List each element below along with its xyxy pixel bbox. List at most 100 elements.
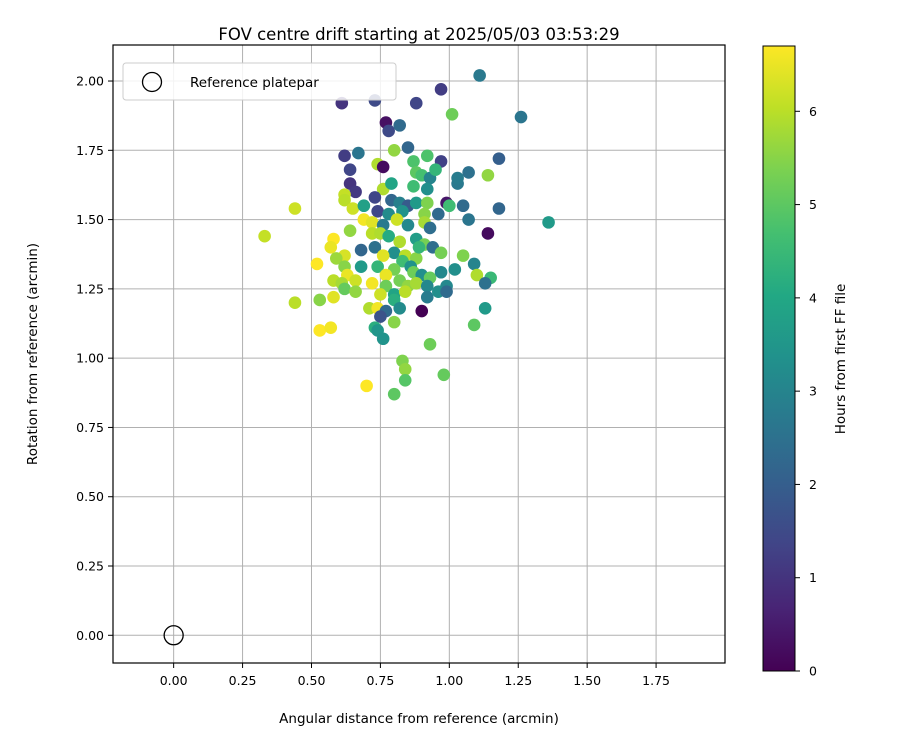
data-point bbox=[401, 218, 415, 232]
y-tick-label: 0.50 bbox=[76, 489, 104, 504]
data-point bbox=[481, 227, 495, 240]
y-tick-label: 1.50 bbox=[76, 212, 104, 227]
colorbar-ticks: 0 1 2 3 4 5 6 bbox=[795, 104, 817, 679]
data-point bbox=[478, 301, 492, 315]
data-point bbox=[357, 199, 371, 213]
data-point bbox=[352, 146, 365, 160]
colorbar-tick-label: 6 bbox=[809, 104, 817, 119]
data-point bbox=[393, 235, 407, 249]
data-point bbox=[434, 246, 448, 260]
x-tick-label: 1.25 bbox=[504, 673, 532, 688]
data-point bbox=[349, 285, 362, 298]
x-tick-label: 1.00 bbox=[435, 673, 463, 688]
data-point bbox=[349, 185, 362, 199]
data-point bbox=[310, 257, 324, 271]
x-tick-label: 0.75 bbox=[366, 673, 394, 688]
data-point bbox=[456, 199, 470, 213]
data-point bbox=[467, 318, 481, 332]
data-point bbox=[327, 290, 340, 304]
y-axis-ticks: 0.00 0.25 0.50 0.75 1.00 1.25 1.50 1.75 2.00 bbox=[76, 74, 113, 643]
data-point bbox=[393, 301, 407, 315]
data-point bbox=[398, 285, 412, 298]
legend: Reference platepar bbox=[122, 62, 397, 101]
x-axis-ticks: 0.00 0.25 0.50 0.75 1.00 1.25 1.50 1.75 bbox=[160, 663, 670, 688]
y-tick-label: 0.00 bbox=[76, 628, 104, 643]
data-point bbox=[376, 249, 390, 262]
grid-lines bbox=[113, 45, 725, 663]
colorbar-tick-label: 3 bbox=[809, 384, 817, 399]
data-point bbox=[393, 119, 407, 132]
data-point bbox=[407, 155, 420, 168]
y-tick-label: 1.75 bbox=[76, 143, 104, 158]
x-axis-label: Angular distance from reference (arcmin) bbox=[279, 711, 559, 727]
data-point bbox=[338, 282, 351, 296]
data-point bbox=[324, 241, 338, 254]
x-tick-label: 0.25 bbox=[229, 673, 257, 688]
data-point bbox=[423, 221, 437, 235]
colorbar-tick-label: 2 bbox=[809, 477, 817, 492]
data-point bbox=[456, 249, 470, 262]
data-point bbox=[409, 96, 423, 110]
legend-box bbox=[122, 62, 397, 101]
colorbar-label: Hours from first FF file bbox=[833, 284, 849, 435]
data-point bbox=[288, 202, 302, 215]
reference-platepar-marker bbox=[163, 625, 184, 646]
data-point bbox=[354, 260, 368, 274]
data-point bbox=[440, 285, 453, 298]
data-point bbox=[365, 216, 379, 229]
data-points bbox=[258, 69, 555, 401]
data-point bbox=[346, 202, 360, 215]
y-tick-label: 2.00 bbox=[76, 74, 104, 89]
data-point bbox=[398, 374, 412, 387]
data-point bbox=[382, 229, 395, 243]
data-point bbox=[387, 246, 401, 260]
data-point bbox=[415, 304, 429, 318]
x-tick-label: 0.50 bbox=[298, 673, 326, 688]
data-point bbox=[420, 196, 434, 210]
data-point bbox=[481, 168, 495, 182]
data-point bbox=[368, 241, 382, 254]
data-point bbox=[462, 213, 475, 226]
data-point bbox=[313, 293, 327, 307]
data-point bbox=[448, 263, 462, 276]
data-point bbox=[451, 171, 464, 185]
colorbar-tick-label: 1 bbox=[809, 570, 817, 585]
data-point bbox=[420, 279, 434, 293]
colorbar-gradient bbox=[762, 45, 796, 672]
data-point bbox=[478, 277, 492, 290]
data-point bbox=[412, 241, 426, 254]
data-point bbox=[338, 149, 351, 163]
data-point bbox=[288, 296, 302, 310]
data-point bbox=[354, 243, 368, 257]
data-point bbox=[376, 160, 390, 174]
colorbar-tick-label: 4 bbox=[809, 290, 817, 305]
data-point bbox=[409, 277, 423, 290]
y-tick-label: 1.00 bbox=[76, 351, 104, 366]
data-point bbox=[467, 257, 481, 271]
data-point bbox=[387, 144, 401, 157]
data-point bbox=[514, 110, 528, 124]
data-point bbox=[434, 83, 448, 96]
data-point bbox=[385, 177, 398, 190]
y-tick-label: 1.25 bbox=[76, 281, 104, 296]
data-point bbox=[420, 149, 434, 163]
data-point bbox=[492, 202, 506, 215]
data-point bbox=[343, 163, 357, 177]
colorbar: 0 1 2 3 4 5 6 Hours from first FF file bbox=[762, 45, 849, 679]
data-point bbox=[360, 379, 373, 393]
colorbar-tick-label: 5 bbox=[809, 197, 817, 212]
plot-frame bbox=[112, 44, 726, 664]
data-point bbox=[365, 277, 379, 290]
data-point bbox=[429, 163, 442, 177]
chart-title: FOV centre drift starting at 2025/05/03 … bbox=[218, 25, 619, 44]
data-point bbox=[431, 207, 445, 221]
data-point bbox=[462, 166, 475, 179]
data-point bbox=[368, 191, 382, 204]
y-axis-label: Rotation from reference (arcmin) bbox=[25, 243, 41, 465]
data-point bbox=[258, 229, 271, 243]
x-tick-label: 1.75 bbox=[642, 673, 670, 688]
data-point bbox=[379, 268, 393, 282]
data-point bbox=[387, 387, 401, 401]
data-point bbox=[409, 196, 423, 210]
y-tick-label: 0.25 bbox=[76, 559, 104, 574]
